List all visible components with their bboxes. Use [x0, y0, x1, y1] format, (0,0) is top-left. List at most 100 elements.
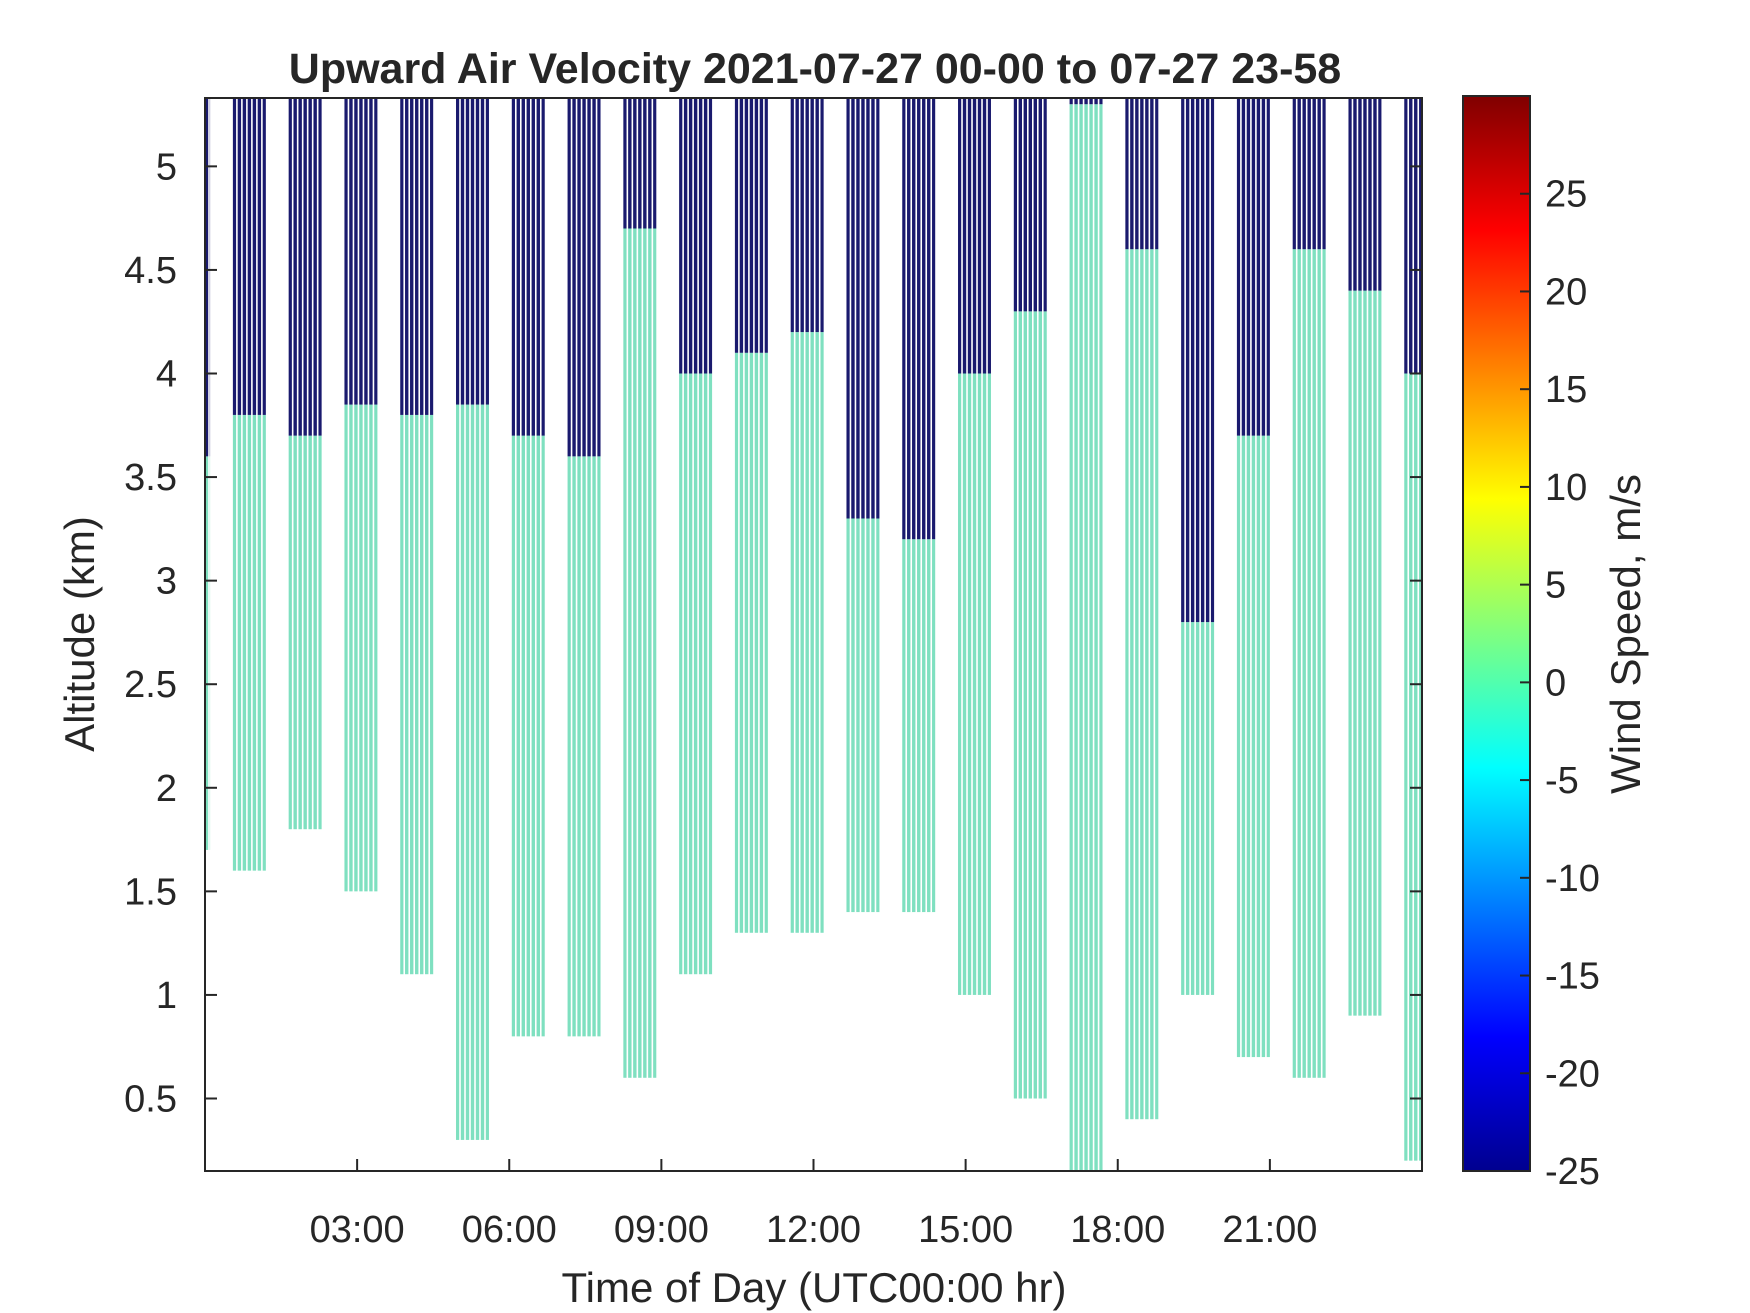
- profile-column-22: [1348, 98, 1382, 1171]
- low-velocity-region: [205, 98, 211, 457]
- low-velocity-region: [734, 98, 768, 353]
- y-tick-label: 4: [156, 354, 177, 396]
- profile-column-2: [232, 98, 266, 1171]
- profile-column-15: [958, 98, 991, 1171]
- near-zero-velocity-region: [790, 332, 824, 933]
- profile-column-10: [679, 98, 713, 1171]
- near-zero-velocity-region: [1292, 249, 1326, 1078]
- colorbar-tick-label: -15: [1545, 956, 1600, 998]
- profile-column-23: [1404, 98, 1422, 1171]
- chart-title: Upward Air Velocity 2021-07-27 00-00 to …: [289, 45, 1341, 93]
- colorbar-tick-label: 25: [1545, 174, 1587, 216]
- near-zero-velocity-region: [1069, 104, 1103, 1172]
- profile-column-5: [400, 98, 434, 1171]
- profile-column-9: [623, 98, 657, 1171]
- low-velocity-region: [958, 98, 991, 374]
- near-zero-velocity-region: [679, 373, 713, 975]
- y-tick-label: 1: [156, 975, 177, 1017]
- x-tick-label: 21:00: [1222, 1209, 1317, 1251]
- low-velocity-region: [511, 98, 545, 436]
- profile-column-12: [790, 98, 824, 1171]
- near-zero-velocity-region: [1125, 249, 1159, 1120]
- near-zero-velocity-region: [846, 518, 880, 913]
- low-velocity-region: [232, 98, 266, 415]
- profile-column-17: [1069, 98, 1103, 1172]
- colorbar-ticks: -25 -20 -15 -10 -5 0 5 10 15 20 25: [1520, 174, 1600, 1193]
- colorbar-tick-label: -25: [1545, 1151, 1600, 1193]
- y-tick-label: 5: [156, 146, 177, 188]
- colorbar: [1462, 95, 1531, 1172]
- profile-column-19: [1181, 98, 1215, 1171]
- low-velocity-region: [902, 98, 936, 540]
- colorbar-tick-label: -10: [1545, 858, 1600, 900]
- colorbar-tick-label: 0: [1545, 662, 1566, 704]
- plot-border: [204, 97, 1423, 1172]
- near-zero-velocity-region: [205, 456, 211, 850]
- profile-column-18: [1125, 98, 1159, 1171]
- near-zero-velocity-region: [567, 456, 601, 1037]
- low-velocity-region: [344, 98, 378, 405]
- colorbar-tick-label: 15: [1545, 369, 1587, 411]
- colorbar-tick-label: 5: [1545, 565, 1566, 607]
- near-zero-velocity-region: [958, 373, 991, 995]
- low-velocity-region: [846, 98, 880, 519]
- profile-column-3: [288, 98, 322, 1171]
- low-velocity-region: [790, 98, 824, 333]
- low-velocity-region: [456, 98, 489, 405]
- near-zero-velocity-region: [400, 414, 434, 975]
- profile-column-1: [205, 98, 211, 1171]
- near-zero-velocity-region: [1181, 622, 1215, 995]
- near-zero-velocity-region: [232, 414, 266, 871]
- profile-column-8: [567, 98, 601, 1171]
- y-tick-label: 1.5: [124, 871, 177, 913]
- profile-column-13: [846, 98, 880, 1171]
- near-zero-velocity-region: [456, 404, 489, 1140]
- near-zero-velocity-region: [1013, 311, 1047, 1099]
- near-zero-velocity-region: [511, 435, 545, 1037]
- low-velocity-region: [400, 98, 434, 415]
- y-tick-label: 3.5: [124, 457, 177, 499]
- x-tick-label: 09:00: [614, 1209, 709, 1251]
- low-velocity-region: [1181, 98, 1215, 623]
- low-velocity-region: [1069, 98, 1103, 105]
- low-velocity-region: [567, 98, 601, 457]
- profile-column-16: [1013, 98, 1047, 1171]
- near-zero-velocity-region: [1348, 290, 1382, 1016]
- x-axis-label: Time of Day (UTC00:00 hr): [562, 1264, 1067, 1311]
- profile-column-7: [511, 98, 545, 1171]
- low-velocity-region: [1292, 98, 1326, 250]
- profile-column-4: [344, 98, 378, 1171]
- colorbar-tick-label: -5: [1545, 760, 1579, 802]
- y-tick-label: 0.5: [124, 1079, 177, 1121]
- low-velocity-region: [1125, 98, 1159, 250]
- near-zero-velocity-region: [1236, 435, 1270, 1058]
- x-tick-label: 18:00: [1070, 1209, 1165, 1251]
- x-tick-label: 03:00: [310, 1209, 405, 1251]
- near-zero-velocity-region: [623, 228, 657, 1078]
- low-velocity-region: [1236, 98, 1270, 436]
- low-velocity-region: [623, 98, 657, 229]
- x-tick-label: 06:00: [462, 1209, 557, 1251]
- near-zero-velocity-region: [288, 435, 322, 830]
- profile-column-6: [456, 98, 489, 1171]
- colorbar-tick-label: 20: [1545, 271, 1587, 313]
- profile-column-20: [1236, 98, 1270, 1171]
- colorbar-tick-label: 10: [1545, 467, 1587, 509]
- y-tick-label: 3: [156, 561, 177, 603]
- near-zero-velocity-region: [734, 352, 768, 933]
- low-velocity-region: [679, 98, 713, 374]
- y-tick-label: 2: [156, 768, 177, 810]
- low-velocity-region: [288, 98, 322, 436]
- low-velocity-region: [1348, 98, 1382, 291]
- low-velocity-region: [1013, 98, 1047, 312]
- profile-column-21: [1292, 98, 1326, 1171]
- profile-column-14: [902, 98, 936, 1171]
- data-columns: [205, 98, 1422, 1172]
- y-axis-ticks: 0.5 1 1.5 2 2.5 3 3.5 4 4.5 5: [124, 146, 1422, 1121]
- colorbar-tick-label: -20: [1545, 1053, 1600, 1095]
- x-axis-ticks: 03:00 06:00 09:00 12:00 15:00 18:00 21:00: [310, 1159, 1317, 1251]
- y-axis-label: Altitude (km): [56, 516, 103, 752]
- x-tick-label: 12:00: [766, 1209, 861, 1251]
- colorbar-label: Wind Speed, m/s: [1602, 474, 1649, 794]
